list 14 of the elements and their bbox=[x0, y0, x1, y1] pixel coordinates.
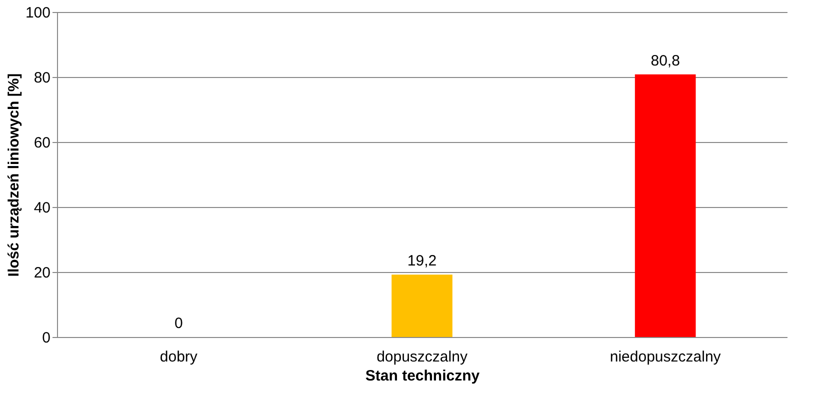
x-tick-label: dopuszczalny bbox=[376, 348, 468, 366]
x-tick-label: niedopuszczalny bbox=[610, 348, 722, 366]
y-axis-title: Ilość urządzeń liniowych [%] bbox=[5, 73, 22, 277]
data-label: 80,8 bbox=[650, 52, 680, 70]
data-label: 0 bbox=[174, 315, 183, 332]
y-tick-label: 60 bbox=[34, 134, 50, 152]
x-axis-title: Stan techniczny bbox=[365, 368, 480, 384]
y-tick-label: 40 bbox=[34, 200, 50, 216]
data-label: 19,2 bbox=[407, 252, 437, 270]
y-tick-label: 80 bbox=[34, 70, 50, 86]
y-tick-label: 20 bbox=[34, 264, 50, 282]
y-tick-label: 100 bbox=[25, 4, 50, 22]
y-tick-label: 0 bbox=[42, 330, 50, 346]
x-tick-label: dobry bbox=[160, 348, 198, 366]
